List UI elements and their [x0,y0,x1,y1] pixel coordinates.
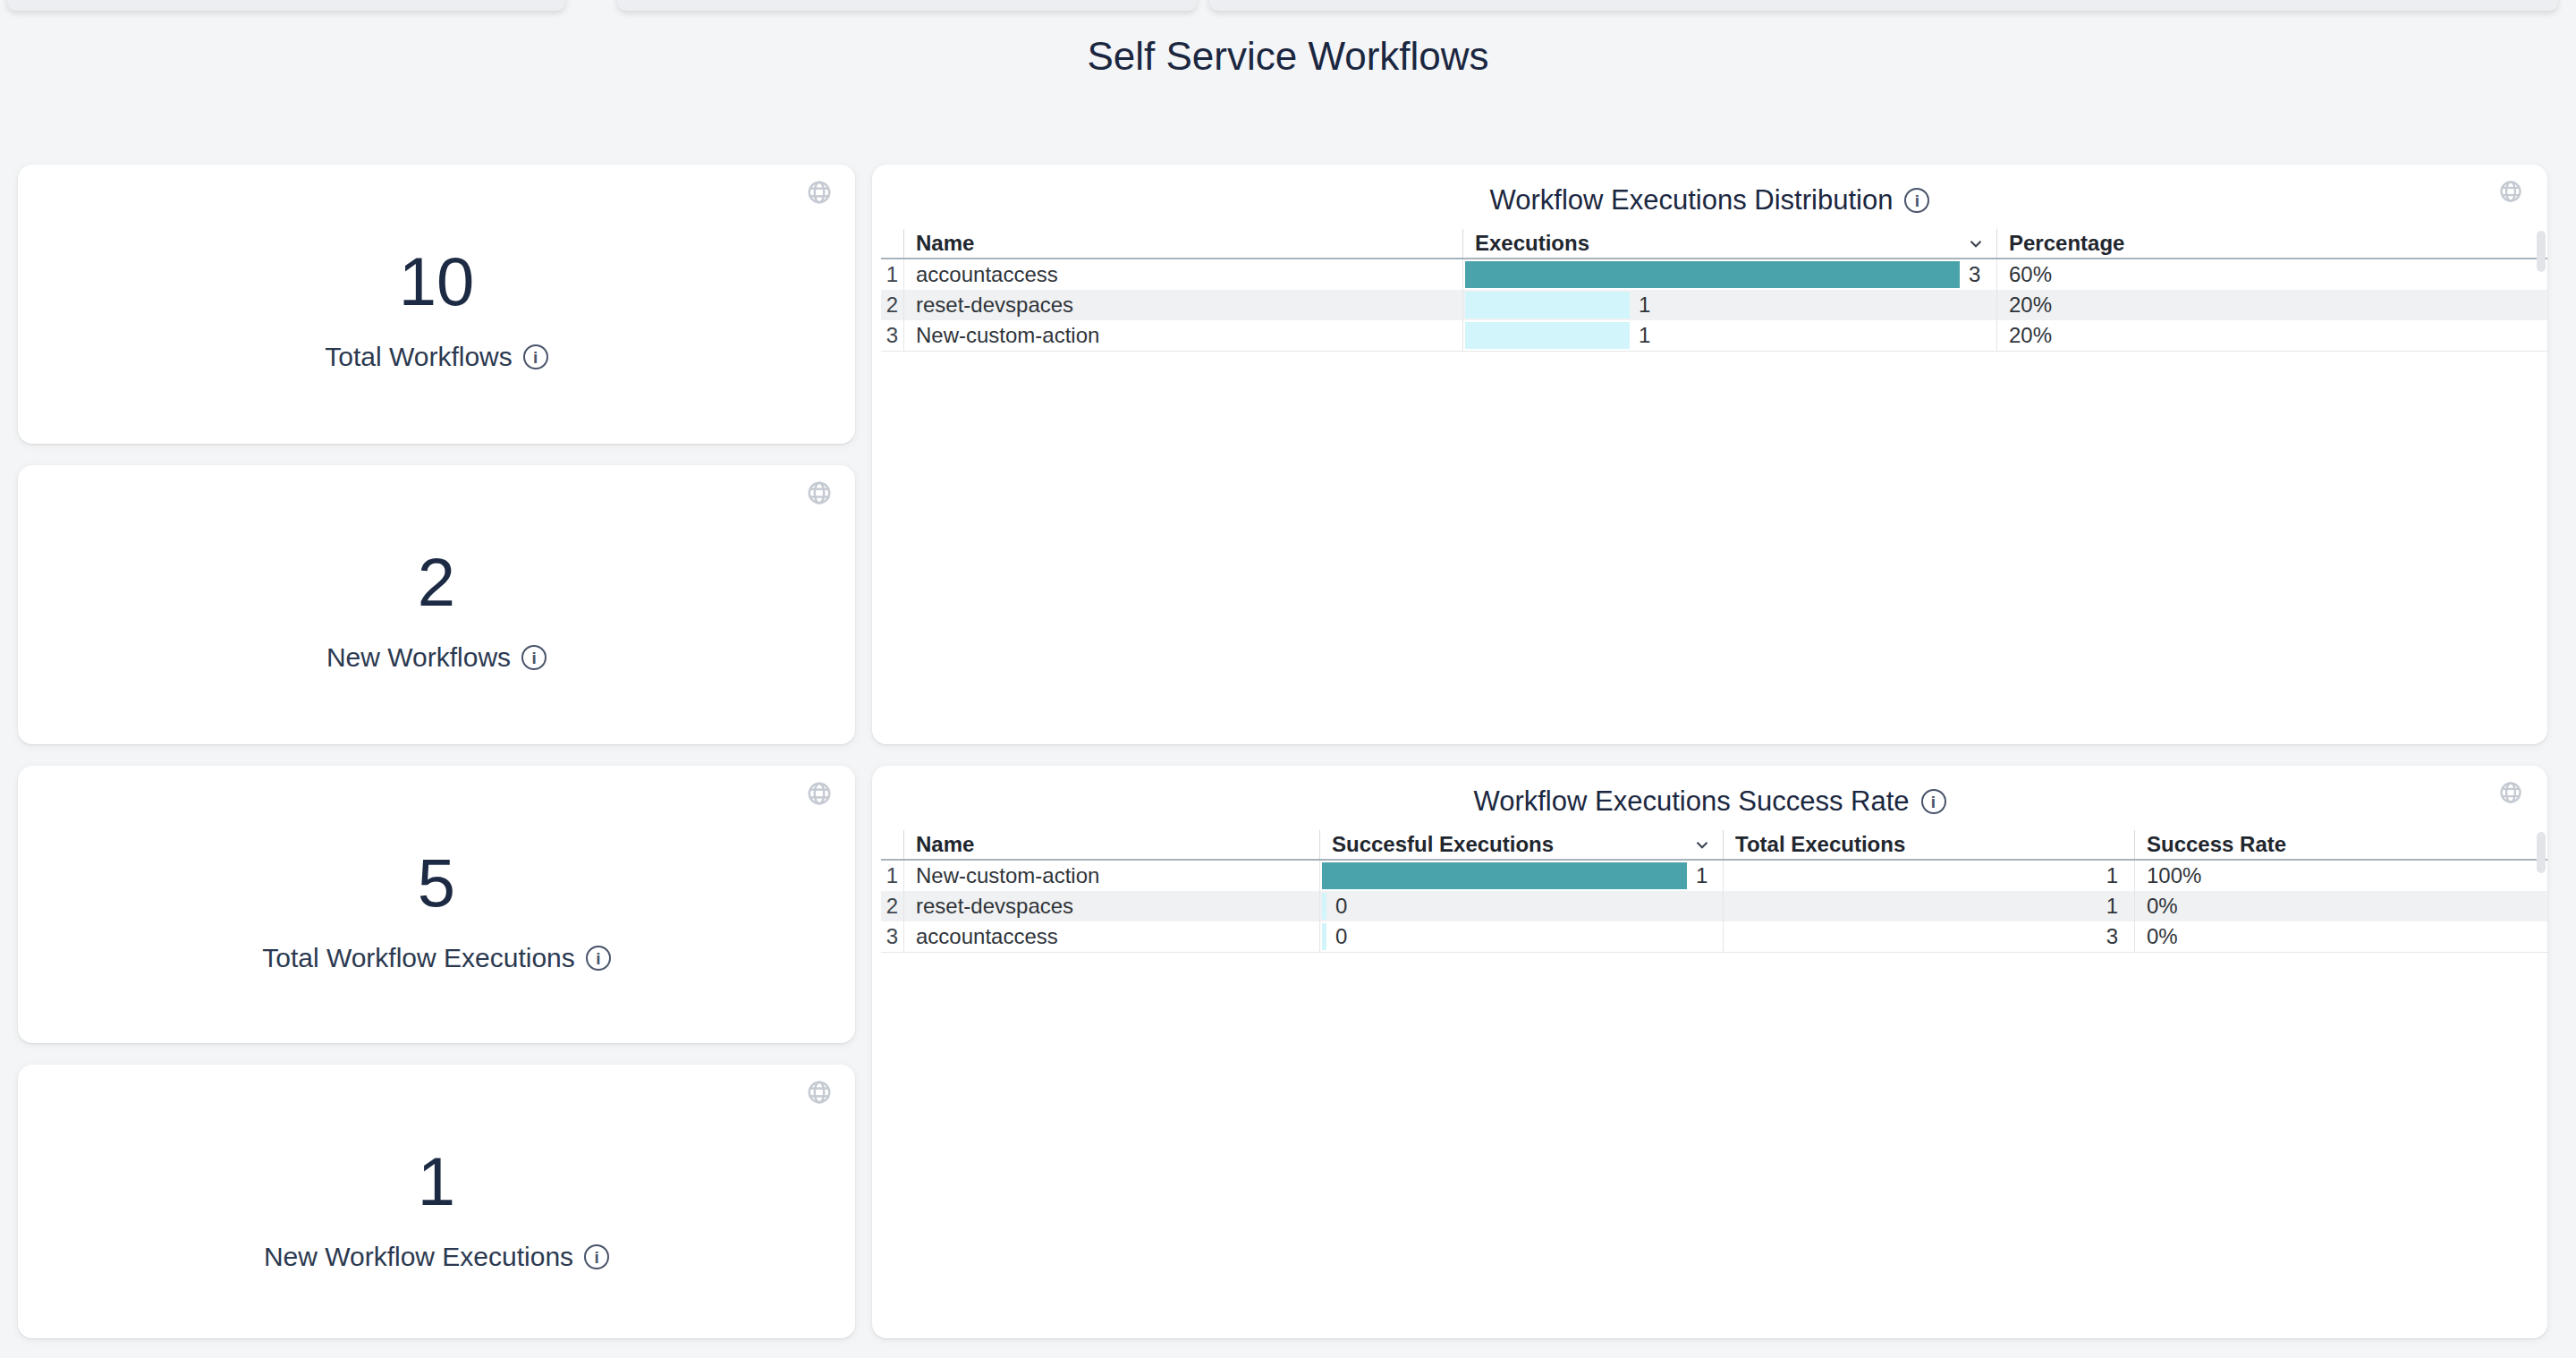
stat-value: 2 [18,547,855,617]
globe-icon[interactable] [806,179,833,206]
percentage-cell: 20% [1996,290,2547,320]
vertical-scrollbar[interactable] [2537,832,2546,873]
info-icon[interactable]: i [1921,789,1946,814]
scrolled-card-edge [1209,0,2558,11]
header-successful-executions[interactable]: Succesful Executions [1319,830,1723,859]
bar-value-label: 0 [1335,921,1347,952]
percentage-cell: 20% [1996,320,2547,351]
header-executions[interactable]: Executions [1462,229,1996,258]
executions-cell: 3 [1462,259,1996,290]
name-cell: accountaccess [903,259,1462,290]
execution-bar [1322,923,1326,950]
vertical-scrollbar[interactable] [2537,231,2546,272]
scrolled-card-edge [7,0,565,11]
row-index: 2 [881,891,903,921]
execution-bar [1322,893,1326,920]
info-icon[interactable]: i [1904,188,1929,213]
success-rate-table: Name Succesful Executions Total Executio… [881,830,2547,953]
executions-cell: 1 [1462,290,1996,320]
table-header-row: Name Succesful Executions Total Executio… [881,830,2547,861]
stat-value: 10 [18,247,855,317]
header-name[interactable]: Name [903,229,1462,258]
name-cell: reset-devspaces [903,891,1319,921]
table-row: 1 accountaccess 3 60% [881,259,2547,290]
scrolled-card-edge [617,0,1197,11]
info-icon[interactable]: i [584,1244,609,1269]
table-title: Workflow Executions Distribution [1490,184,1894,216]
row-index: 1 [881,861,903,891]
stat-value: 1 [18,1147,855,1217]
name-cell: New-custom-action [903,861,1319,891]
name-cell: reset-devspaces [903,290,1462,320]
table-row: 3 accountaccess 0 3 0% [881,921,2547,953]
execution-bar [1465,322,1630,349]
globe-icon[interactable] [806,780,833,807]
execution-bar [1465,292,1630,318]
bar-value-label: 1 [1639,320,1650,351]
success-rate-cell: 100% [2134,861,2547,891]
total-executions-cell: 3 [1723,921,2134,952]
table-row: 1 New-custom-action 1 1 100% [881,861,2547,891]
info-icon[interactable]: i [586,946,611,971]
bar-value-label: 0 [1335,891,1347,921]
stat-card-new-workflow-executions: 1 New Workflow Executions i [18,1065,855,1338]
dashboard-page: Self Service Workflows 10 Total Workflow… [0,0,2576,1358]
successful-executions-cell: 0 [1319,921,1723,952]
stat-value: 5 [18,848,855,918]
percentage-cell: 60% [1996,259,2547,290]
header-total-executions[interactable]: Total Executions [1723,830,2134,859]
row-index: 3 [881,320,903,351]
name-cell: New-custom-action [903,320,1462,351]
sort-descending-icon[interactable] [1692,835,1712,854]
executions-cell: 1 [1462,320,1996,351]
distribution-table: Name Executions Percentage 1 accountacce… [881,229,2547,352]
total-executions-cell: 1 [1723,861,2134,891]
successful-executions-cell: 1 [1319,861,1723,891]
total-executions-cell: 1 [1723,891,2134,921]
header-name[interactable]: Name [903,830,1319,859]
workflow-executions-success-rate-card: Workflow Executions Success Rate i Name … [872,766,2547,1338]
page-title: Self Service Workflows [0,34,2576,79]
header-index [881,830,903,859]
stat-card-total-workflows: 10 Total Workflows i [18,165,855,444]
bar-value-label: 1 [1696,861,1707,891]
stat-label: New Workflow Executions [264,1242,573,1272]
globe-icon[interactable] [806,480,833,506]
header-index [881,229,903,258]
stat-label: New Workflows [326,642,511,673]
stat-card-total-workflow-executions: 5 Total Workflow Executions i [18,766,855,1043]
stat-label: Total Workflow Executions [262,943,575,973]
bar-value-label: 3 [1969,259,1980,290]
table-header-row: Name Executions Percentage [881,229,2547,259]
execution-bar [1322,862,1687,889]
table-row: 2 reset-devspaces 1 20% [881,290,2547,320]
success-rate-cell: 0% [2134,891,2547,921]
table-title: Workflow Executions Success Rate [1473,785,1909,818]
successful-executions-cell: 0 [1319,891,1723,921]
row-index: 1 [881,259,903,290]
row-index: 2 [881,290,903,320]
name-cell: accountaccess [903,921,1319,952]
sort-descending-icon[interactable] [1966,233,1986,253]
header-percentage[interactable]: Percentage [1996,229,2547,258]
table-row: 2 reset-devspaces 0 1 0% [881,891,2547,921]
table-row: 3 New-custom-action 1 20% [881,320,2547,352]
header-success-rate[interactable]: Success Rate [2134,830,2547,859]
info-icon[interactable]: i [521,645,547,670]
stat-label: Total Workflows [325,342,513,372]
stat-card-new-workflows: 2 New Workflows i [18,465,855,744]
globe-icon[interactable] [806,1079,833,1106]
workflow-executions-distribution-card: Workflow Executions Distribution i Name … [872,165,2547,744]
row-index: 3 [881,921,903,952]
success-rate-cell: 0% [2134,921,2547,952]
bar-value-label: 1 [1639,290,1650,320]
info-icon[interactable]: i [523,344,548,369]
execution-bar [1465,261,1960,288]
